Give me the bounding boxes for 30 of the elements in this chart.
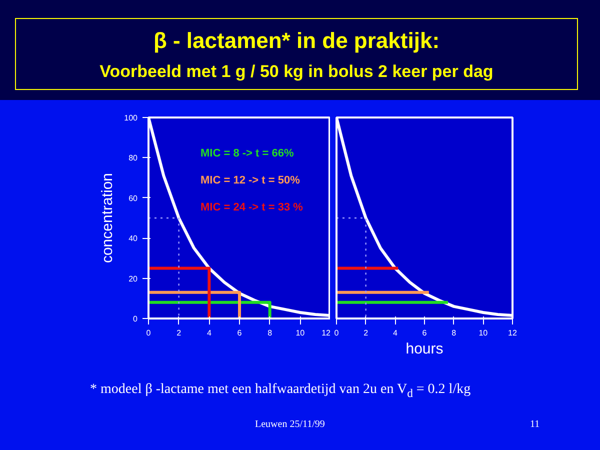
x-axis-title: hours xyxy=(406,340,444,358)
x-tick-label: 0 xyxy=(334,328,340,338)
y-axis-title: concentration xyxy=(99,172,116,264)
x-tick-label: 6 xyxy=(422,328,428,338)
y-tick-label: 60 xyxy=(128,194,138,203)
x-tick-label: 4 xyxy=(392,328,398,338)
x-tick-label: 4 xyxy=(206,328,212,338)
text: 11 xyxy=(530,418,540,432)
y-tick-label: 40 xyxy=(128,234,138,244)
x-tick-label: 8 xyxy=(452,328,457,338)
chart-subtitle: Voorbeeld met 1 g / 50 kg in bolus 2 keer per dag xyxy=(98,61,494,84)
x-tick-label: 6 xyxy=(237,328,242,338)
text: * modeel β -lactame met een halfwaardetijd van 2u en V$_{d}$ = 0.2 l/kg xyxy=(90,381,471,402)
text: MIC = 12 -> t = 50% xyxy=(200,174,300,186)
x-tick-label: 10 xyxy=(478,328,488,338)
text: MIC = 24 -> t = 33 % xyxy=(200,202,304,214)
y-tick-label: 80 xyxy=(128,154,138,163)
y-tick-label: 20 xyxy=(128,274,138,284)
y-tick-label: 100 xyxy=(124,114,138,122)
chart-title: β - lactamen* in de praktijk: xyxy=(152,27,441,55)
x-tick-label: 2 xyxy=(364,328,369,338)
y-tick-label: 0 xyxy=(133,314,138,324)
text: MIC = 8 -> t = 66% xyxy=(200,148,294,160)
x-tick-label: 12 xyxy=(508,328,518,338)
x-tick-label: 8 xyxy=(268,328,273,338)
x-tick-label: 12 xyxy=(322,328,332,338)
x-tick-label: 0 xyxy=(146,328,152,338)
x-tick-label: 2 xyxy=(176,328,182,338)
text: Leuwen 25/11/99 xyxy=(255,418,325,432)
x-tick-label: 10 xyxy=(296,328,306,338)
